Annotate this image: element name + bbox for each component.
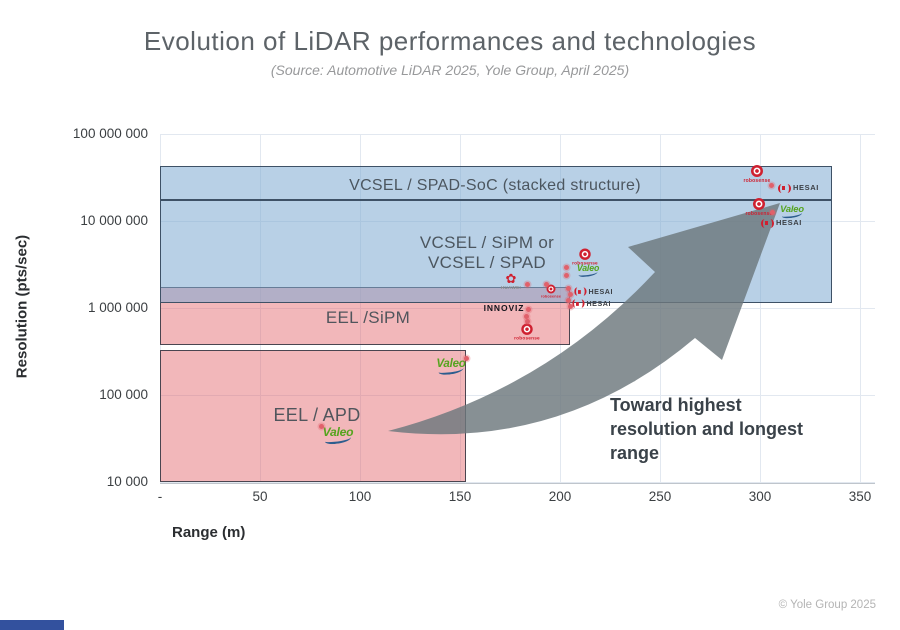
valeo-swoosh-icon bbox=[438, 364, 464, 376]
gridline-vertical bbox=[860, 134, 861, 483]
x-tick-label: - bbox=[157, 489, 163, 504]
region-label-eel-apd: EEL / APD bbox=[273, 405, 361, 425]
hesai-icon bbox=[761, 218, 774, 228]
valeo-wordmark: Valeo bbox=[576, 263, 600, 274]
robosense-wordmark: robosense bbox=[743, 177, 771, 184]
marker-dot bbox=[563, 264, 569, 270]
region-vcsel-spad-soc bbox=[160, 165, 832, 201]
logo-robosense: robosense bbox=[739, 198, 779, 218]
gridline-horizontal bbox=[160, 482, 875, 483]
robosense-icon bbox=[521, 323, 533, 335]
x-tick-label: 100 bbox=[348, 489, 372, 504]
innoviz-wordmark: INNOVIZ bbox=[483, 303, 525, 313]
logo-hesai: HESAI bbox=[572, 298, 618, 308]
logo-hesai: HESAI bbox=[761, 218, 809, 229]
region-label-eel-sipm: EEL /SiPM bbox=[325, 308, 411, 327]
robosense-wordmark: robosense bbox=[540, 293, 562, 299]
marker-dot bbox=[567, 303, 573, 309]
y-tick-label: 1 000 000 bbox=[87, 300, 148, 315]
footer-brand-bar bbox=[0, 620, 64, 630]
hesai-wordmark: HESAI bbox=[586, 298, 612, 308]
logo-hesai: HESAI bbox=[778, 183, 826, 194]
gridline-vertical bbox=[760, 134, 761, 483]
robosense-wordmark: robosense bbox=[514, 335, 540, 342]
marker-dot bbox=[525, 306, 531, 312]
chart-subtitle: (Source: Automotive LiDAR 2025, Yole Gro… bbox=[270, 62, 630, 78]
robosense-icon bbox=[579, 248, 591, 260]
logo-huawei: ✿ HUAWEI bbox=[496, 272, 526, 292]
robosense-wordmark: robosense bbox=[572, 260, 598, 267]
logo-robosense: robosense bbox=[737, 165, 777, 185]
logo-valeo: Valeo bbox=[778, 205, 807, 219]
gridline-vertical bbox=[460, 134, 461, 483]
gridline-vertical bbox=[260, 134, 261, 483]
robosense-icon bbox=[751, 165, 763, 177]
chart-title: Evolution of LiDAR performances and tech… bbox=[143, 26, 757, 56]
copyright: © Yole Group 2025 bbox=[778, 599, 876, 611]
y-tick-label: 100 000 000 bbox=[72, 126, 148, 141]
valeo-wordmark: Valeo bbox=[436, 357, 466, 371]
logo-robosense: robosense bbox=[566, 248, 604, 268]
x-tick-label: 250 bbox=[648, 489, 672, 504]
hesai-wordmark: HESAI bbox=[793, 183, 819, 193]
huawei-wordmark: HUAWEI bbox=[500, 285, 522, 290]
marker-dot bbox=[524, 318, 530, 324]
y-tick-label: 100 000 bbox=[99, 387, 148, 402]
marker-dot bbox=[524, 281, 530, 287]
x-axis-title: Range (m) bbox=[172, 524, 246, 541]
gridline-vertical bbox=[560, 134, 561, 483]
region-label-vcsel-sipm-spad: VCSEL / SiPM or VCSEL / SPAD bbox=[419, 233, 555, 272]
hesai-wordmark: HESAI bbox=[776, 218, 802, 228]
hesai-icon bbox=[572, 298, 585, 308]
marker-dot bbox=[523, 313, 529, 319]
huawei-flower-icon: ✿ bbox=[505, 271, 517, 286]
x-tick-label: 300 bbox=[748, 489, 772, 504]
logo-valeo: Valeo bbox=[319, 427, 356, 445]
x-tick-label: 200 bbox=[548, 489, 572, 504]
x-tick-label: 350 bbox=[848, 489, 872, 504]
y-tick-label: 10 000 bbox=[106, 474, 148, 489]
marker-dot bbox=[567, 291, 573, 297]
logo-robosense: robosense bbox=[536, 284, 566, 300]
valeo-swoosh-icon bbox=[324, 433, 352, 445]
logo-valeo: Valeo bbox=[574, 263, 601, 278]
marker-dot bbox=[768, 182, 774, 188]
gridline-horizontal bbox=[160, 308, 875, 309]
x-axis-line bbox=[160, 483, 875, 484]
marker-dot bbox=[463, 355, 469, 361]
marker-dot bbox=[318, 423, 324, 429]
marker-dot bbox=[563, 272, 569, 278]
x-tick-label: 50 bbox=[252, 489, 268, 504]
region-eel-apd bbox=[160, 349, 466, 482]
logo-innoviz: INNOVIZ bbox=[480, 304, 528, 314]
gridline-vertical bbox=[360, 134, 361, 483]
marker-dot bbox=[769, 209, 775, 215]
y-tick-label: 10 000 000 bbox=[80, 213, 148, 228]
logo-valeo: Valeo bbox=[433, 357, 469, 376]
logo-hesai: HESAI bbox=[574, 286, 620, 296]
valeo-wordmark: Valeo bbox=[780, 204, 804, 215]
hesai-icon bbox=[574, 286, 587, 296]
robosense-icon bbox=[546, 284, 556, 294]
marker-dot bbox=[543, 281, 549, 287]
x-tick-label: 150 bbox=[448, 489, 472, 504]
region-label-vcsel-spad-soc: VCSEL / SPAD-SoC (stacked structure) bbox=[349, 177, 641, 194]
hesai-icon bbox=[778, 183, 791, 193]
logo-robosense: robosense bbox=[508, 323, 546, 343]
hesai-wordmark: HESAI bbox=[588, 286, 614, 296]
robosense-wordmark: robosense bbox=[745, 210, 773, 217]
trend-annotation: Toward highest resolution and longest ra… bbox=[610, 395, 804, 463]
robosense-icon bbox=[753, 198, 765, 210]
marker-dot bbox=[565, 297, 571, 303]
valeo-wordmark: Valeo bbox=[322, 426, 354, 440]
marker-dot bbox=[565, 285, 571, 291]
valeo-swoosh-icon bbox=[578, 269, 598, 278]
gridline-horizontal bbox=[160, 134, 875, 135]
